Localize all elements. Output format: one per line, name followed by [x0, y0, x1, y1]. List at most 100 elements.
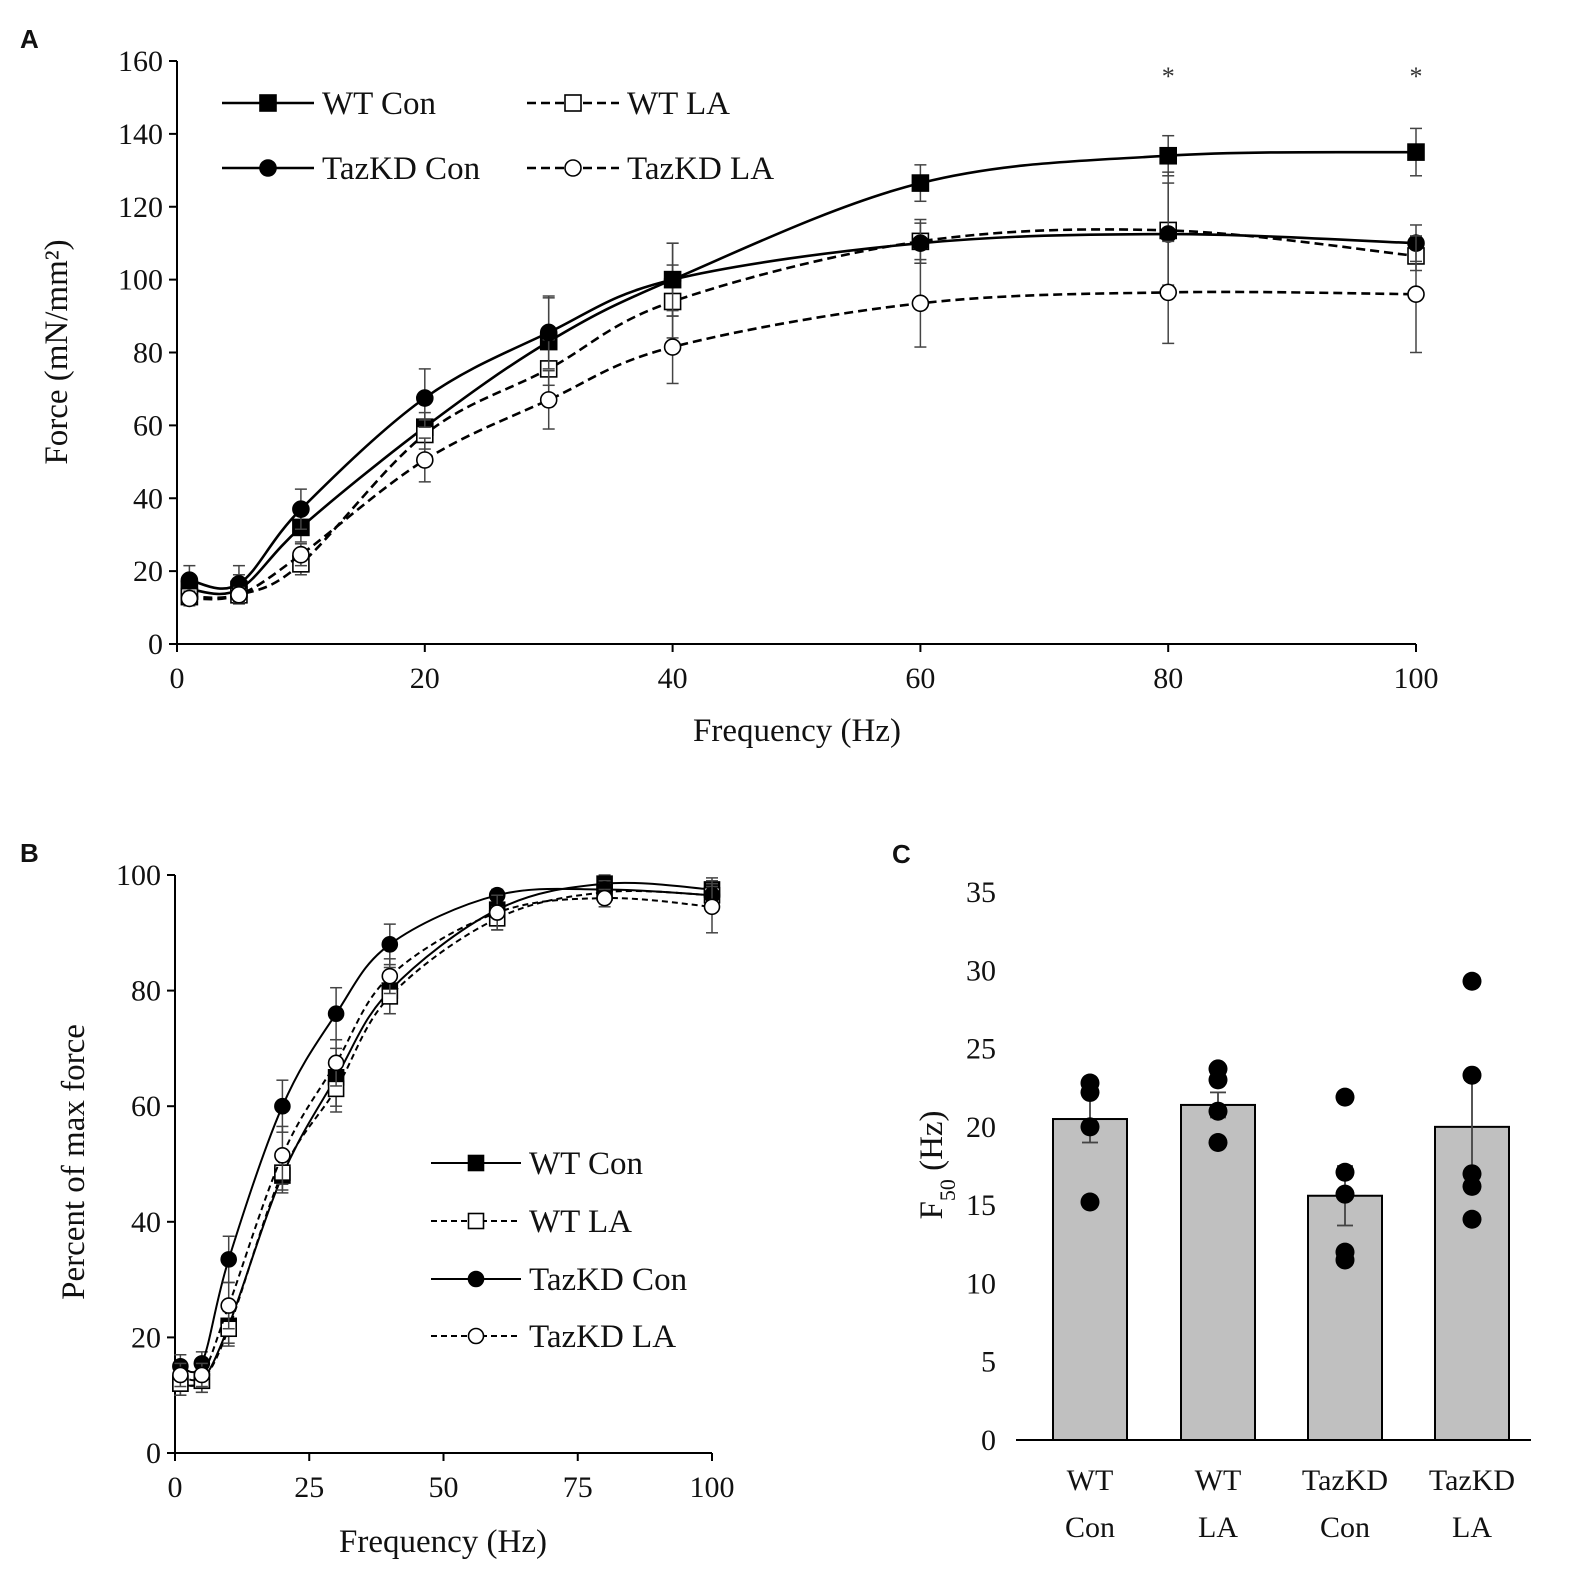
data-point — [1209, 1070, 1228, 1089]
series-wt-con — [181, 128, 1424, 604]
y-tick-label: 0 — [146, 1437, 161, 1470]
series-line-wt-con — [180, 883, 712, 1386]
legend-marker — [260, 95, 276, 111]
data-point — [1081, 1193, 1100, 1212]
category-label: Con — [1320, 1511, 1370, 1544]
data-point-tazkd-la — [705, 899, 720, 914]
data-point — [1336, 1185, 1355, 1204]
series-line-wt-la — [189, 229, 1416, 597]
data-point-tazkd-con — [293, 501, 309, 517]
legend-label: TazKD Con — [529, 1262, 687, 1298]
data-point — [1336, 1163, 1355, 1182]
series-tazkd-la — [173, 881, 720, 1387]
y-tick-label: 100 — [116, 859, 161, 892]
data-point-tazkd-la — [912, 295, 928, 311]
data-point — [1336, 1250, 1355, 1269]
y-tick-label: 80 — [131, 975, 161, 1008]
x-tick-label: 75 — [563, 1471, 593, 1504]
y-tick-label: 0 — [981, 1424, 996, 1457]
panel-b-x-axis-label: Frequency (Hz) — [339, 1524, 547, 1560]
figure: A B C 0204060801001201401600 20 40 60 80 100 … — [0, 0, 1579, 1592]
legend-marker — [260, 160, 276, 176]
legend-item-tazkd-la: TazKD LA — [431, 1319, 676, 1355]
bar — [1181, 1105, 1255, 1440]
data-point-tazkd-con — [912, 235, 928, 251]
data-point-tazkd-la — [382, 969, 397, 984]
legend-label: TazKD Con — [322, 151, 480, 187]
y-tick-label: 60 — [133, 409, 163, 442]
x-tick-label: 80 — [1153, 662, 1183, 695]
x-tick-label: 20 — [410, 662, 440, 695]
series-line-tazkd-con — [189, 234, 1416, 588]
y-tick-label: 160 — [118, 45, 163, 78]
legend-label: WT LA — [627, 86, 730, 122]
bar — [1308, 1196, 1382, 1440]
x-tick-label: 0 — [170, 662, 185, 695]
category-label: LA — [1452, 1511, 1492, 1544]
significance-asterisk: * — [1410, 62, 1423, 91]
legend-marker — [469, 1272, 484, 1287]
y-tick-label: 40 — [133, 482, 163, 515]
y-tick-label: 60 — [131, 1090, 161, 1123]
data-point-tazkd-la — [181, 590, 197, 606]
data-point-tazkd-con — [329, 1006, 344, 1021]
data-point-tazkd-con — [221, 1252, 236, 1267]
data-point-tazkd-la — [221, 1298, 236, 1313]
legend-item-wt-con: WT Con — [222, 86, 436, 122]
panel-c-y-axis-label: F50 (Hz) — [914, 1110, 960, 1219]
x-tick-label: 40 — [658, 662, 688, 695]
legend-item-wt-con: WT Con — [431, 1146, 643, 1182]
y-tick-label: 25 — [966, 1033, 996, 1066]
data-point-wt-con — [1408, 144, 1424, 160]
y-tick-label: 20 — [133, 555, 163, 588]
legend-item-tazkd-con: TazKD Con — [431, 1262, 687, 1298]
bar-group-tazkd-con: TazKD Con — [1302, 1088, 1388, 1544]
y-tick-label: 20 — [131, 1321, 161, 1354]
y-tick-label: 20 — [966, 1111, 996, 1144]
y-tick-label: 10 — [966, 1267, 996, 1300]
data-point — [1463, 972, 1482, 991]
data-point — [1081, 1083, 1100, 1102]
x-tick-label: 60 — [905, 662, 935, 695]
data-point-tazkd-la — [275, 1148, 290, 1163]
series-line-tazkd-la — [189, 292, 1416, 599]
data-point-tazkd-la — [665, 339, 681, 355]
legend-marker — [469, 1329, 484, 1344]
data-point-tazkd-con — [382, 937, 397, 952]
data-point-wt-con — [1160, 148, 1176, 164]
data-point-tazkd-la — [194, 1367, 209, 1382]
data-point-tazkd-con — [181, 572, 197, 588]
bar — [1053, 1119, 1127, 1440]
category-label: WT — [1195, 1464, 1242, 1497]
legend-label: WT LA — [529, 1204, 632, 1240]
series-line-wt-la — [180, 891, 712, 1386]
category-label: WT — [1067, 1464, 1114, 1497]
significance-asterisk: * — [1162, 62, 1175, 91]
series-wt-la — [181, 172, 1424, 604]
legend-item-wt-la: WT LA — [431, 1204, 632, 1240]
x-tick-label: 25 — [294, 1471, 324, 1504]
series-line-tazkd-la — [180, 898, 712, 1380]
y-tick-label: 35 — [966, 876, 996, 909]
data-point-tazkd-la — [1408, 286, 1424, 302]
legend-marker — [565, 160, 581, 176]
y-tick-label: 30 — [966, 954, 996, 987]
panel-b-chart: 0 20 40 60 80 100 0 25 50 75 100 WT Con WT LA TazKD … — [56, 859, 735, 1560]
data-point-tazkd-la — [541, 392, 557, 408]
category-label: LA — [1198, 1511, 1238, 1544]
legend-item-tazkd-con: TazKD Con — [222, 151, 480, 187]
y-tick-label: 5 — [981, 1346, 996, 1379]
series-tazkd-con — [173, 881, 720, 1378]
legend-marker — [469, 1214, 484, 1229]
legend-label: WT Con — [529, 1146, 643, 1182]
y-tick-label: 15 — [966, 1189, 996, 1222]
bar-group-wt-la: WT LA — [1181, 1059, 1255, 1544]
data-point-tazkd-la — [231, 587, 247, 603]
data-point-tazkd-la — [417, 452, 433, 468]
panel-b-y-axis-label: Percent of max force — [56, 1024, 92, 1300]
y-tick-label: 80 — [133, 337, 163, 370]
data-point-wt-con — [912, 175, 928, 191]
data-point — [1463, 1066, 1482, 1085]
y-tick-label: 100 — [118, 264, 163, 297]
y-tick-label: 0 — [148, 628, 163, 661]
